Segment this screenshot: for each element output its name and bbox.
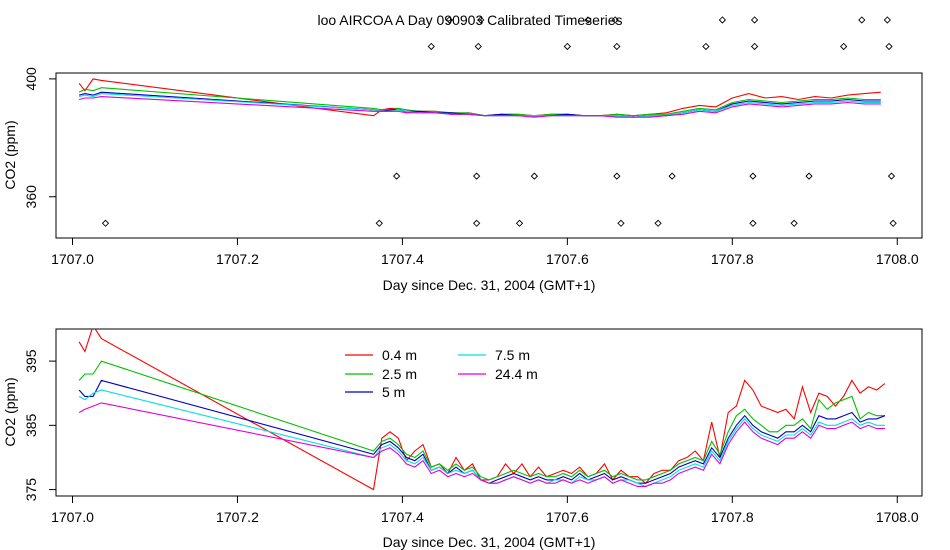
x-tick-label: 1707.4 bbox=[381, 251, 424, 267]
x-tick-label: 1707.8 bbox=[711, 251, 754, 267]
flag-marker bbox=[375, 219, 383, 227]
plot-frame bbox=[55, 72, 923, 239]
flag-marker bbox=[427, 42, 435, 51]
flag-marker bbox=[702, 42, 710, 51]
x-axis-label: Day since Dec. 31, 2004 (GMT+1) bbox=[383, 534, 596, 550]
y-tick-label: 400 bbox=[23, 67, 39, 91]
flag-marker bbox=[530, 172, 538, 180]
flag-marker bbox=[840, 42, 848, 51]
x-tick-label: 1707.8 bbox=[711, 509, 754, 525]
y-axis-label: CO2 (ppm) bbox=[2, 377, 18, 446]
flag-marker bbox=[718, 16, 727, 24]
flag-marker bbox=[883, 16, 891, 24]
flag-marker bbox=[858, 16, 866, 24]
flag-marker bbox=[472, 219, 481, 227]
flag-marker bbox=[515, 219, 524, 227]
series-group bbox=[78, 329, 886, 491]
flag-marker bbox=[654, 219, 662, 227]
x-tick-label: 1707.0 bbox=[51, 509, 94, 525]
flag-marker bbox=[101, 219, 110, 227]
x-tick-label: 1707.0 bbox=[51, 251, 94, 267]
figure-title: loo AIRCOA A Day 090903 Calibrated Times… bbox=[317, 12, 622, 28]
flag-marker bbox=[613, 172, 621, 180]
series-line-0-4-m bbox=[78, 78, 881, 117]
flag-marker bbox=[668, 172, 676, 180]
x-tick-label: 1707.6 bbox=[546, 251, 589, 267]
flag-marker bbox=[584, 16, 592, 24]
flag-marker bbox=[445, 16, 454, 24]
legend-label: 24.4 m bbox=[495, 366, 538, 382]
flag-marker bbox=[617, 219, 625, 227]
flag-marker bbox=[472, 172, 481, 180]
y-tick-label: 360 bbox=[23, 185, 39, 209]
x-tick-label: 1707.2 bbox=[216, 509, 259, 525]
legend-label: 5 m bbox=[382, 384, 405, 400]
flag-marker bbox=[611, 16, 619, 24]
flag-marker bbox=[750, 16, 759, 24]
flag-marker bbox=[392, 172, 401, 180]
y-tick-label: 395 bbox=[23, 349, 39, 373]
flag-marker bbox=[889, 219, 897, 227]
flag-marker bbox=[790, 219, 798, 227]
series-line-24-4-m bbox=[78, 402, 885, 487]
flag-marker bbox=[563, 42, 571, 51]
flag-marker bbox=[749, 172, 757, 180]
bottom-panel: 1707.0 1707.2 1707.4 1707.6 1707.8 1708.0 Day … bbox=[2, 328, 923, 550]
x-tick-label: 1707.4 bbox=[381, 509, 424, 525]
flag-marker bbox=[477, 16, 485, 24]
legend: 0.4 m 2.5 m 5 m 7.5 m 24.4 m bbox=[345, 347, 538, 400]
x-axis-label: Day since Dec. 31, 2004 (GMT+1) bbox=[383, 277, 596, 293]
y-tick-label: 375 bbox=[23, 478, 39, 502]
x-tick-label: 1708.0 bbox=[876, 251, 919, 267]
flag-marker bbox=[887, 172, 896, 180]
series-line-24-4-m bbox=[78, 96, 881, 118]
series-line-2-5-m bbox=[78, 360, 885, 481]
series-group bbox=[78, 78, 881, 118]
x-tick-label: 1707.6 bbox=[546, 509, 589, 525]
legend-label: 2.5 m bbox=[382, 366, 417, 382]
series-line-7-5-m bbox=[78, 389, 885, 487]
legend-label: 0.4 m bbox=[382, 347, 417, 363]
y-tick-label: 385 bbox=[23, 413, 39, 437]
flag-marker bbox=[885, 42, 893, 51]
flag-marker bbox=[749, 219, 757, 227]
series-line-5-m bbox=[78, 379, 886, 484]
flag-marker bbox=[805, 172, 813, 180]
y-axis-label: CO2 (ppm) bbox=[2, 120, 18, 189]
series-line-5-m bbox=[78, 91, 881, 118]
legend-label: 7.5 m bbox=[495, 347, 530, 363]
flag-marker bbox=[750, 42, 759, 51]
plot-frame bbox=[55, 328, 923, 497]
x-tick-label: 1708.0 bbox=[876, 509, 919, 525]
x-tick-label: 1707.2 bbox=[216, 251, 259, 267]
flag-marker bbox=[474, 42, 482, 51]
flag-marker bbox=[613, 42, 621, 51]
top-panel: 1707.0 1707.2 1707.4 1707.6 1707.8 1708.0 Day … bbox=[2, 16, 923, 293]
